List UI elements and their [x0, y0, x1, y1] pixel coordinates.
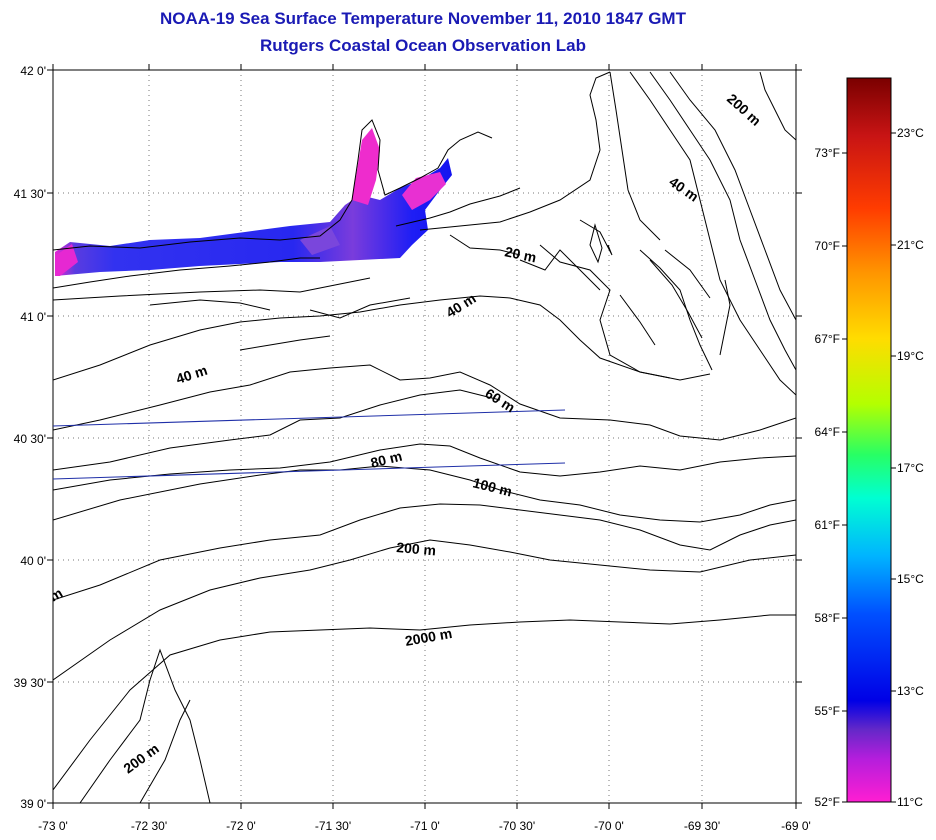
lat-label: 39 0': [20, 797, 46, 811]
celsius-label: 15°C: [897, 572, 924, 586]
celsius-label: 11°C: [897, 795, 923, 809]
contour-label: 20 m: [503, 243, 538, 265]
lat-label: 39 30': [14, 676, 46, 690]
latitude-labels: 42 0' 41 30' 41 0' 40 30' 40 0' 39 30' 3…: [14, 64, 46, 811]
map-subtitle: Rutgers Coastal Ocean Observation Lab: [260, 36, 586, 55]
lon-label: -72 30': [131, 819, 167, 833]
coastline: [53, 71, 731, 379]
fahrenheit-label: 52°F: [815, 795, 840, 809]
lon-label: -72 0': [226, 819, 256, 833]
transect-lines: [53, 409, 566, 480]
contour-label: 200 m: [396, 539, 437, 558]
celsius-label: 13°C: [897, 684, 924, 698]
axis-ticks: [47, 64, 802, 809]
colorbar-fahrenheit-labels: 73°F 70°F 67°F 64°F 61°F 58°F 55°F 52°F: [815, 146, 840, 809]
lon-label: -69 0': [781, 819, 811, 833]
celsius-label: 23°C: [897, 126, 924, 140]
contour-label: 80 m: [369, 448, 404, 471]
graticule: [53, 70, 796, 803]
lon-label: -70 30': [499, 819, 535, 833]
fahrenheit-label: 58°F: [815, 611, 840, 625]
fahrenheit-label: 73°F: [815, 146, 840, 160]
colorbar-celsius-labels: 23°C 21°C 19°C 17°C 15°C 13°C 11°C: [897, 126, 924, 809]
fahrenheit-label: 64°F: [815, 425, 840, 439]
lon-label: -71 30': [315, 819, 351, 833]
lat-label: 41 0': [20, 310, 46, 324]
lat-label: 40 0': [20, 554, 46, 568]
celsius-label: 17°C: [897, 461, 924, 475]
fahrenheit-label: 70°F: [815, 239, 840, 253]
celsius-label: 21°C: [897, 238, 924, 252]
lat-label: 41 30': [14, 187, 46, 201]
lat-label: 40 30': [14, 432, 46, 446]
map-title: NOAA-19 Sea Surface Temperature November…: [160, 9, 686, 28]
fahrenheit-label: 61°F: [815, 518, 840, 532]
colorbar: [846, 77, 892, 803]
lon-label: -70 0': [594, 819, 624, 833]
bathymetry-contours: [53, 71, 796, 803]
colorbar-ticks: [842, 132, 896, 803]
fahrenheit-label: 55°F: [815, 704, 840, 718]
lon-label: -69 30': [684, 819, 720, 833]
lat-label: 42 0': [20, 64, 46, 78]
longitude-labels: -73 0' -72 30' -72 0' -71 30' -71 0' -70…: [38, 819, 811, 833]
celsius-label: 19°C: [897, 349, 924, 363]
fahrenheit-label: 67°F: [815, 332, 840, 346]
lon-label: -71 0': [410, 819, 440, 833]
lon-label: -73 0': [38, 819, 68, 833]
